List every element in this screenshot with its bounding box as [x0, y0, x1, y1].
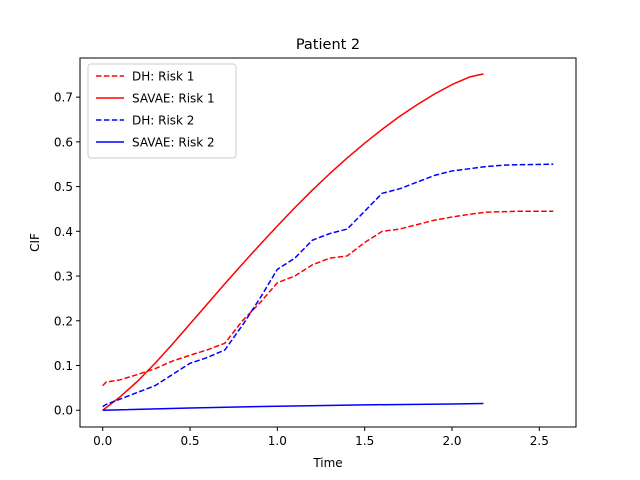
legend-box: [87, 63, 237, 159]
legend-entry-label: SAVAE: Risk 2: [132, 136, 215, 150]
y-tick-label: 0.3: [54, 270, 73, 284]
y-tick-label: 0.0: [54, 404, 73, 418]
y-tick-label: 0.6: [54, 135, 73, 149]
y-tick-label: 0.4: [54, 225, 73, 239]
x-tick-label: 1.5: [355, 434, 374, 448]
x-axis-label: Time: [312, 456, 342, 470]
y-tick-label: 0.2: [54, 314, 73, 328]
x-tick-label: 0.5: [180, 434, 199, 448]
plot-area: [102, 73, 554, 411]
y-tick-label: 0.1: [54, 359, 73, 373]
x-tick-label: 0.0: [93, 434, 112, 448]
y-axis: 0.0 0.1 0.2 0.3 0.4 0.5 0.6 0.7: [54, 91, 80, 418]
y-tick-label: 0.5: [54, 180, 73, 194]
x-tick-label: 2.0: [442, 434, 461, 448]
legend: DH: Risk 1 SAVAE: Risk 1 DH: Risk 2 SAVAE: …: [87, 63, 237, 159]
y-axis-label: CIF: [28, 233, 42, 252]
series-line-4: [102, 402, 484, 411]
series-line-1: [102, 210, 554, 387]
legend-entry-label: SAVAE: Risk 1: [132, 92, 215, 106]
legend-entry-label: DH: Risk 1: [132, 70, 194, 84]
y-tick-label: 0.7: [54, 91, 73, 105]
legend-entry-label: DH: Risk 2: [132, 114, 194, 128]
x-axis: 0.0 0.5 1.0 1.5 2.0 2.5: [93, 427, 549, 448]
series-line-3: [102, 163, 554, 408]
x-tick-label: 2.5: [530, 434, 549, 448]
chart-title: Patient 2: [296, 37, 360, 53]
axes-frame: [79, 57, 577, 428]
series-line-2: [102, 73, 484, 411]
x-tick-label: 1.0: [268, 434, 287, 448]
